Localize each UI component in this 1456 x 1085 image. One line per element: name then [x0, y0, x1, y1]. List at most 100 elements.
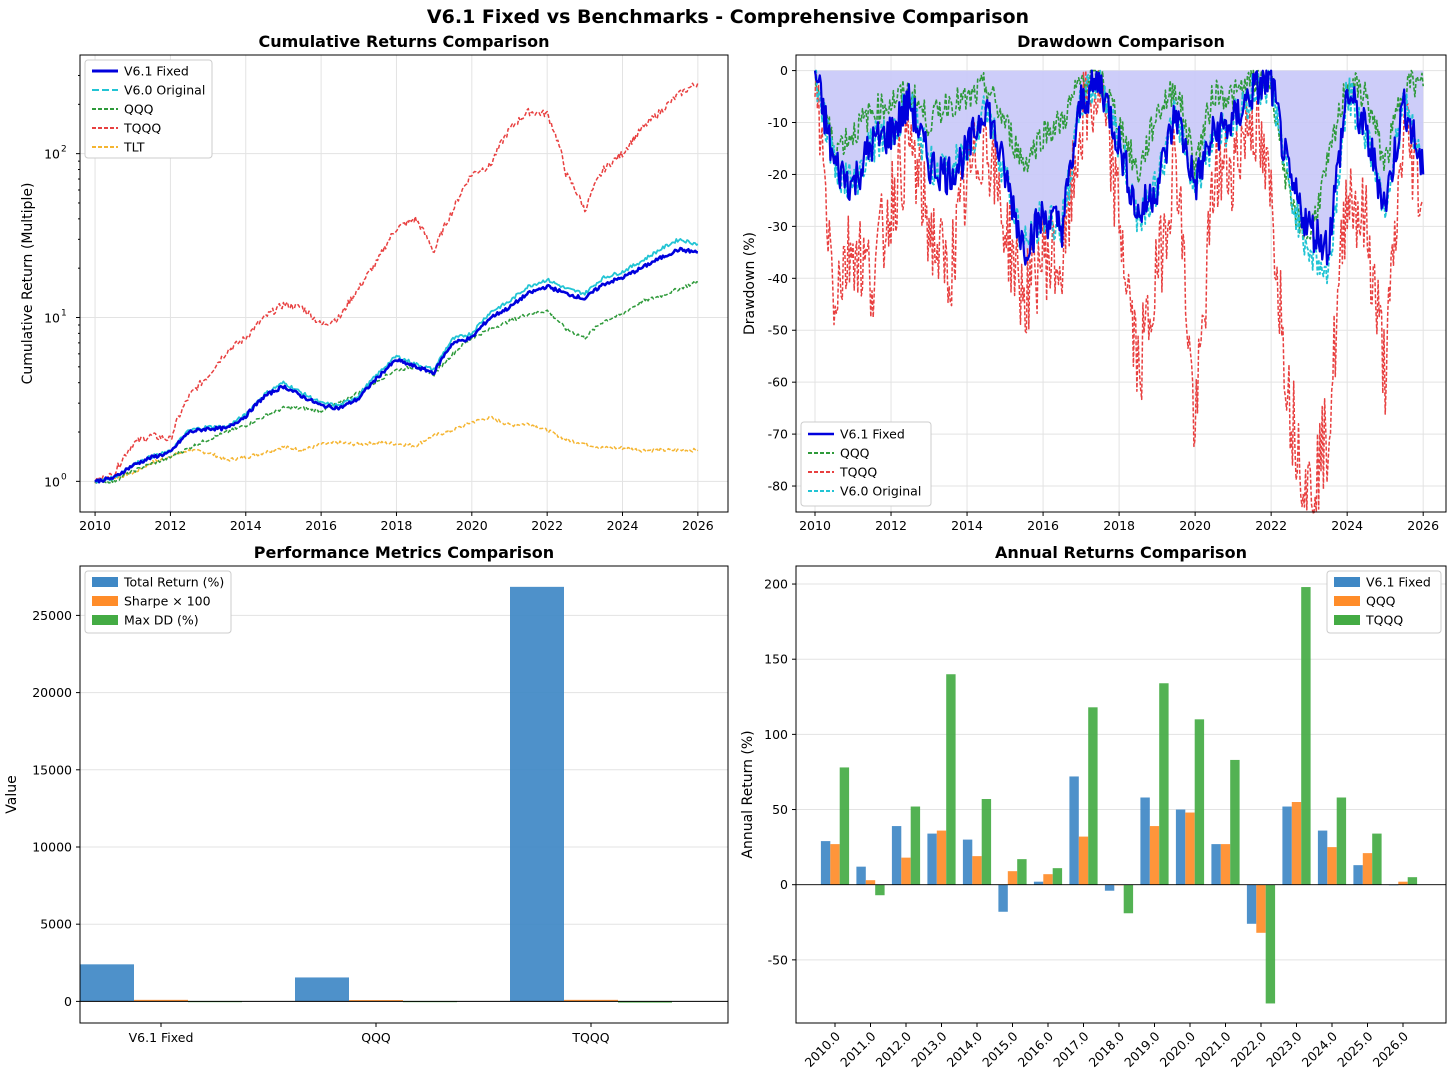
x-tick-label: 2019.0: [1121, 1028, 1163, 1070]
legend-swatch-sharpe-100: [92, 596, 118, 606]
y-tick-label: -30: [768, 219, 788, 234]
bar-v6-1-fixed-2019-0: [1140, 797, 1150, 885]
bar-tqqq-2026-0: [1407, 877, 1418, 885]
bar-max-dd-tqqq: [618, 1001, 672, 1003]
bar-v6-1-fixed-2013-0: [927, 833, 937, 885]
legend-label-tqqq: TQQQ: [1365, 613, 1403, 628]
performance-metrics-panel: Performance Metrics Comparison 0 5000 10000…: [4, 543, 729, 1045]
y-tick-label: -40: [768, 271, 788, 286]
legend-swatch-total-return: [92, 577, 118, 587]
legend-label-v6-1-fixed: V6.1 Fixed: [840, 427, 905, 442]
bar-total-return-tqqq: [510, 586, 564, 1002]
x-tick-label: 2021.0: [1192, 1028, 1234, 1070]
x-tick-label: TQQQ: [571, 1030, 609, 1045]
x-tick-label: 2024.0: [1299, 1028, 1341, 1070]
annual-legend: V6.1 Fixed QQQ TQQQ: [1326, 570, 1442, 634]
x-tick-label: 2011.0: [837, 1028, 879, 1070]
metrics-y-label: Value: [4, 775, 20, 813]
y-tick-label: 10000: [32, 839, 72, 854]
legend-label-v6-0-original: V6.0 Original: [124, 83, 205, 98]
y-tick-label: 50: [772, 802, 788, 817]
bar-qqq-2025-0: [1362, 853, 1373, 885]
bar-qqq-2012-0: [901, 857, 911, 885]
bar-tqqq-2015-0: [1017, 859, 1027, 885]
bar-tqqq-2011-0: [875, 884, 885, 896]
y-tick-label: 150: [764, 652, 788, 667]
legend-label-qqq: QQQ: [1366, 594, 1396, 609]
legend-label-qqq: QQQ: [124, 102, 154, 117]
bar-tqqq-2012-0: [910, 806, 921, 885]
bar-qqq-2024-0: [1327, 847, 1337, 885]
legend-label-v6-1-fixed: V6.1 Fixed: [1366, 575, 1431, 590]
x-tick-label: 2022: [531, 518, 563, 533]
bar-qqq-2015-0: [1007, 871, 1018, 885]
y-tick-label: -20: [768, 167, 788, 182]
y-tick-label: 20000: [32, 685, 72, 700]
metrics-grid: [80, 614, 728, 1002]
bar-qqq-2026-0: [1398, 881, 1408, 885]
bar-qqq-2020-0: [1185, 812, 1195, 885]
bar-v6-1-fixed-2025-0: [1353, 865, 1363, 885]
x-tick-label: 2018: [381, 518, 413, 533]
bar-qqq-2021-0: [1220, 844, 1231, 885]
bar-v6-1-fixed-2023-0: [1282, 806, 1292, 885]
y-tick-label: -50: [768, 323, 788, 338]
y-tick-label: 5000: [40, 917, 72, 932]
series-line-v6-1-fixed: [813, 69, 1425, 266]
x-tick-label: 2014: [230, 518, 262, 533]
x-tick-label: 2024: [1331, 518, 1363, 533]
bar-v6-1-fixed-2015-0: [998, 884, 1008, 912]
x-tick-label: 2018: [1103, 518, 1135, 533]
bar-v6-1-fixed-2018-0: [1104, 884, 1115, 891]
y-tick-label: -80: [768, 479, 788, 494]
annual-grid: [796, 583, 1446, 961]
series-line-v6-0-original: [94, 238, 699, 484]
bar-v6-1-fixed-2012-0: [891, 826, 902, 885]
x-tick-label: 2022.0: [1228, 1028, 1270, 1070]
legend-box: [84, 59, 213, 159]
x-tick-label: 2020: [456, 518, 488, 533]
x-tick-label: 2023.0: [1263, 1028, 1305, 1070]
bar-tqqq-2014-0: [981, 799, 992, 885]
annual-axes-frame: [795, 565, 1447, 1024]
x-tick-label: 2014.0: [944, 1028, 986, 1070]
metrics-legend: Total Return (%) Sharpe × 100 Max DD (%): [84, 570, 232, 634]
legend-label-v6-0-original: V6.0 Original: [840, 484, 921, 499]
drawdown-panel: Drawdown Comparison 2010 2012 2014 2016 2018 2…: [742, 32, 1447, 533]
legend-swatch-qqq: [1334, 596, 1360, 606]
x-tick-label: QQQ: [361, 1030, 391, 1045]
legend-label-qqq: QQQ: [840, 446, 870, 461]
y-tick-label: 0: [780, 877, 788, 892]
drawdown-title: Drawdown Comparison: [1017, 32, 1225, 51]
x-tick-label: 2020: [1179, 518, 1211, 533]
bar-qqq-2019-0: [1149, 826, 1160, 885]
bar-total-return-v6-1-fixed: [80, 964, 134, 1002]
x-tick-label: 2017.0: [1050, 1028, 1092, 1070]
y-tick-exponent: 1: [61, 308, 67, 318]
bar-sharpe-100-v6-1-fixed: [134, 999, 188, 1002]
x-tick-label: 2010.0: [802, 1028, 844, 1070]
y-tick-label: 15000: [32, 762, 72, 777]
y-tick-label: -50: [768, 952, 788, 967]
x-tick-label: 2022: [1255, 518, 1287, 533]
x-tick-label: 2015.0: [979, 1028, 1021, 1070]
y-tick-exponent: 0: [61, 472, 67, 482]
y-tick-label: 10: [44, 474, 60, 489]
bar-v6-1-fixed-2014-0: [962, 839, 973, 885]
cumulative-title: Cumulative Returns Comparison: [259, 32, 550, 51]
bar-v6-1-fixed-2017-0: [1069, 776, 1079, 885]
x-tick-label: 2016.0: [1015, 1028, 1057, 1070]
cumulative-axes-frame: [79, 54, 729, 513]
metrics-title: Performance Metrics Comparison: [254, 543, 554, 562]
bar-tqqq-2010-0: [839, 767, 850, 885]
metrics-axes-frame: [79, 565, 729, 1024]
legend-swatch-max-dd: [92, 615, 118, 625]
annual-returns-panel: Annual Returns Comparison 200 150 100 50 0 -50…: [740, 543, 1447, 1070]
bar-qqq-2011-0: [865, 880, 876, 885]
legend-swatch-v6-1-fixed: [1334, 577, 1360, 587]
cumulative-legend: V6.1 Fixed V6.0 Original QQQ TQQQ TLT: [84, 59, 213, 159]
bar-tqqq-2022-0: [1265, 884, 1276, 1004]
bar-tqqq-2018-0: [1123, 884, 1134, 914]
y-tick-label: 100: [764, 727, 788, 742]
x-tick-label: 2012.0: [873, 1028, 915, 1070]
